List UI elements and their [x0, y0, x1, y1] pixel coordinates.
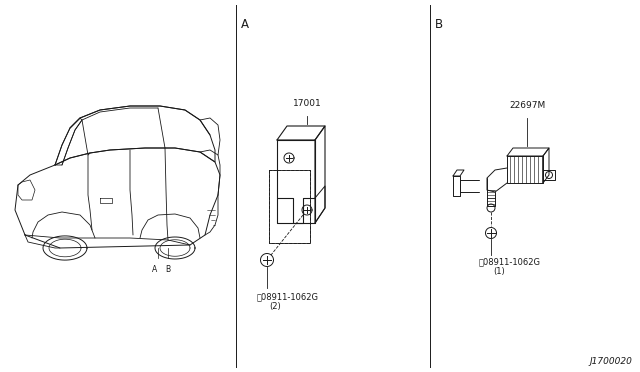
Text: A: A: [152, 265, 157, 274]
Text: A: A: [241, 18, 249, 31]
Text: 22697M: 22697M: [509, 101, 545, 110]
Text: B: B: [435, 18, 443, 31]
Text: ⓝ08911-1062G: ⓝ08911-1062G: [479, 257, 541, 266]
Text: 17001: 17001: [292, 99, 321, 108]
Text: ⓝ08911-1062G: ⓝ08911-1062G: [257, 292, 319, 301]
Text: J1700020: J1700020: [589, 357, 632, 366]
Text: B: B: [165, 265, 171, 274]
Text: (1): (1): [493, 267, 505, 276]
Text: (2): (2): [269, 302, 281, 311]
